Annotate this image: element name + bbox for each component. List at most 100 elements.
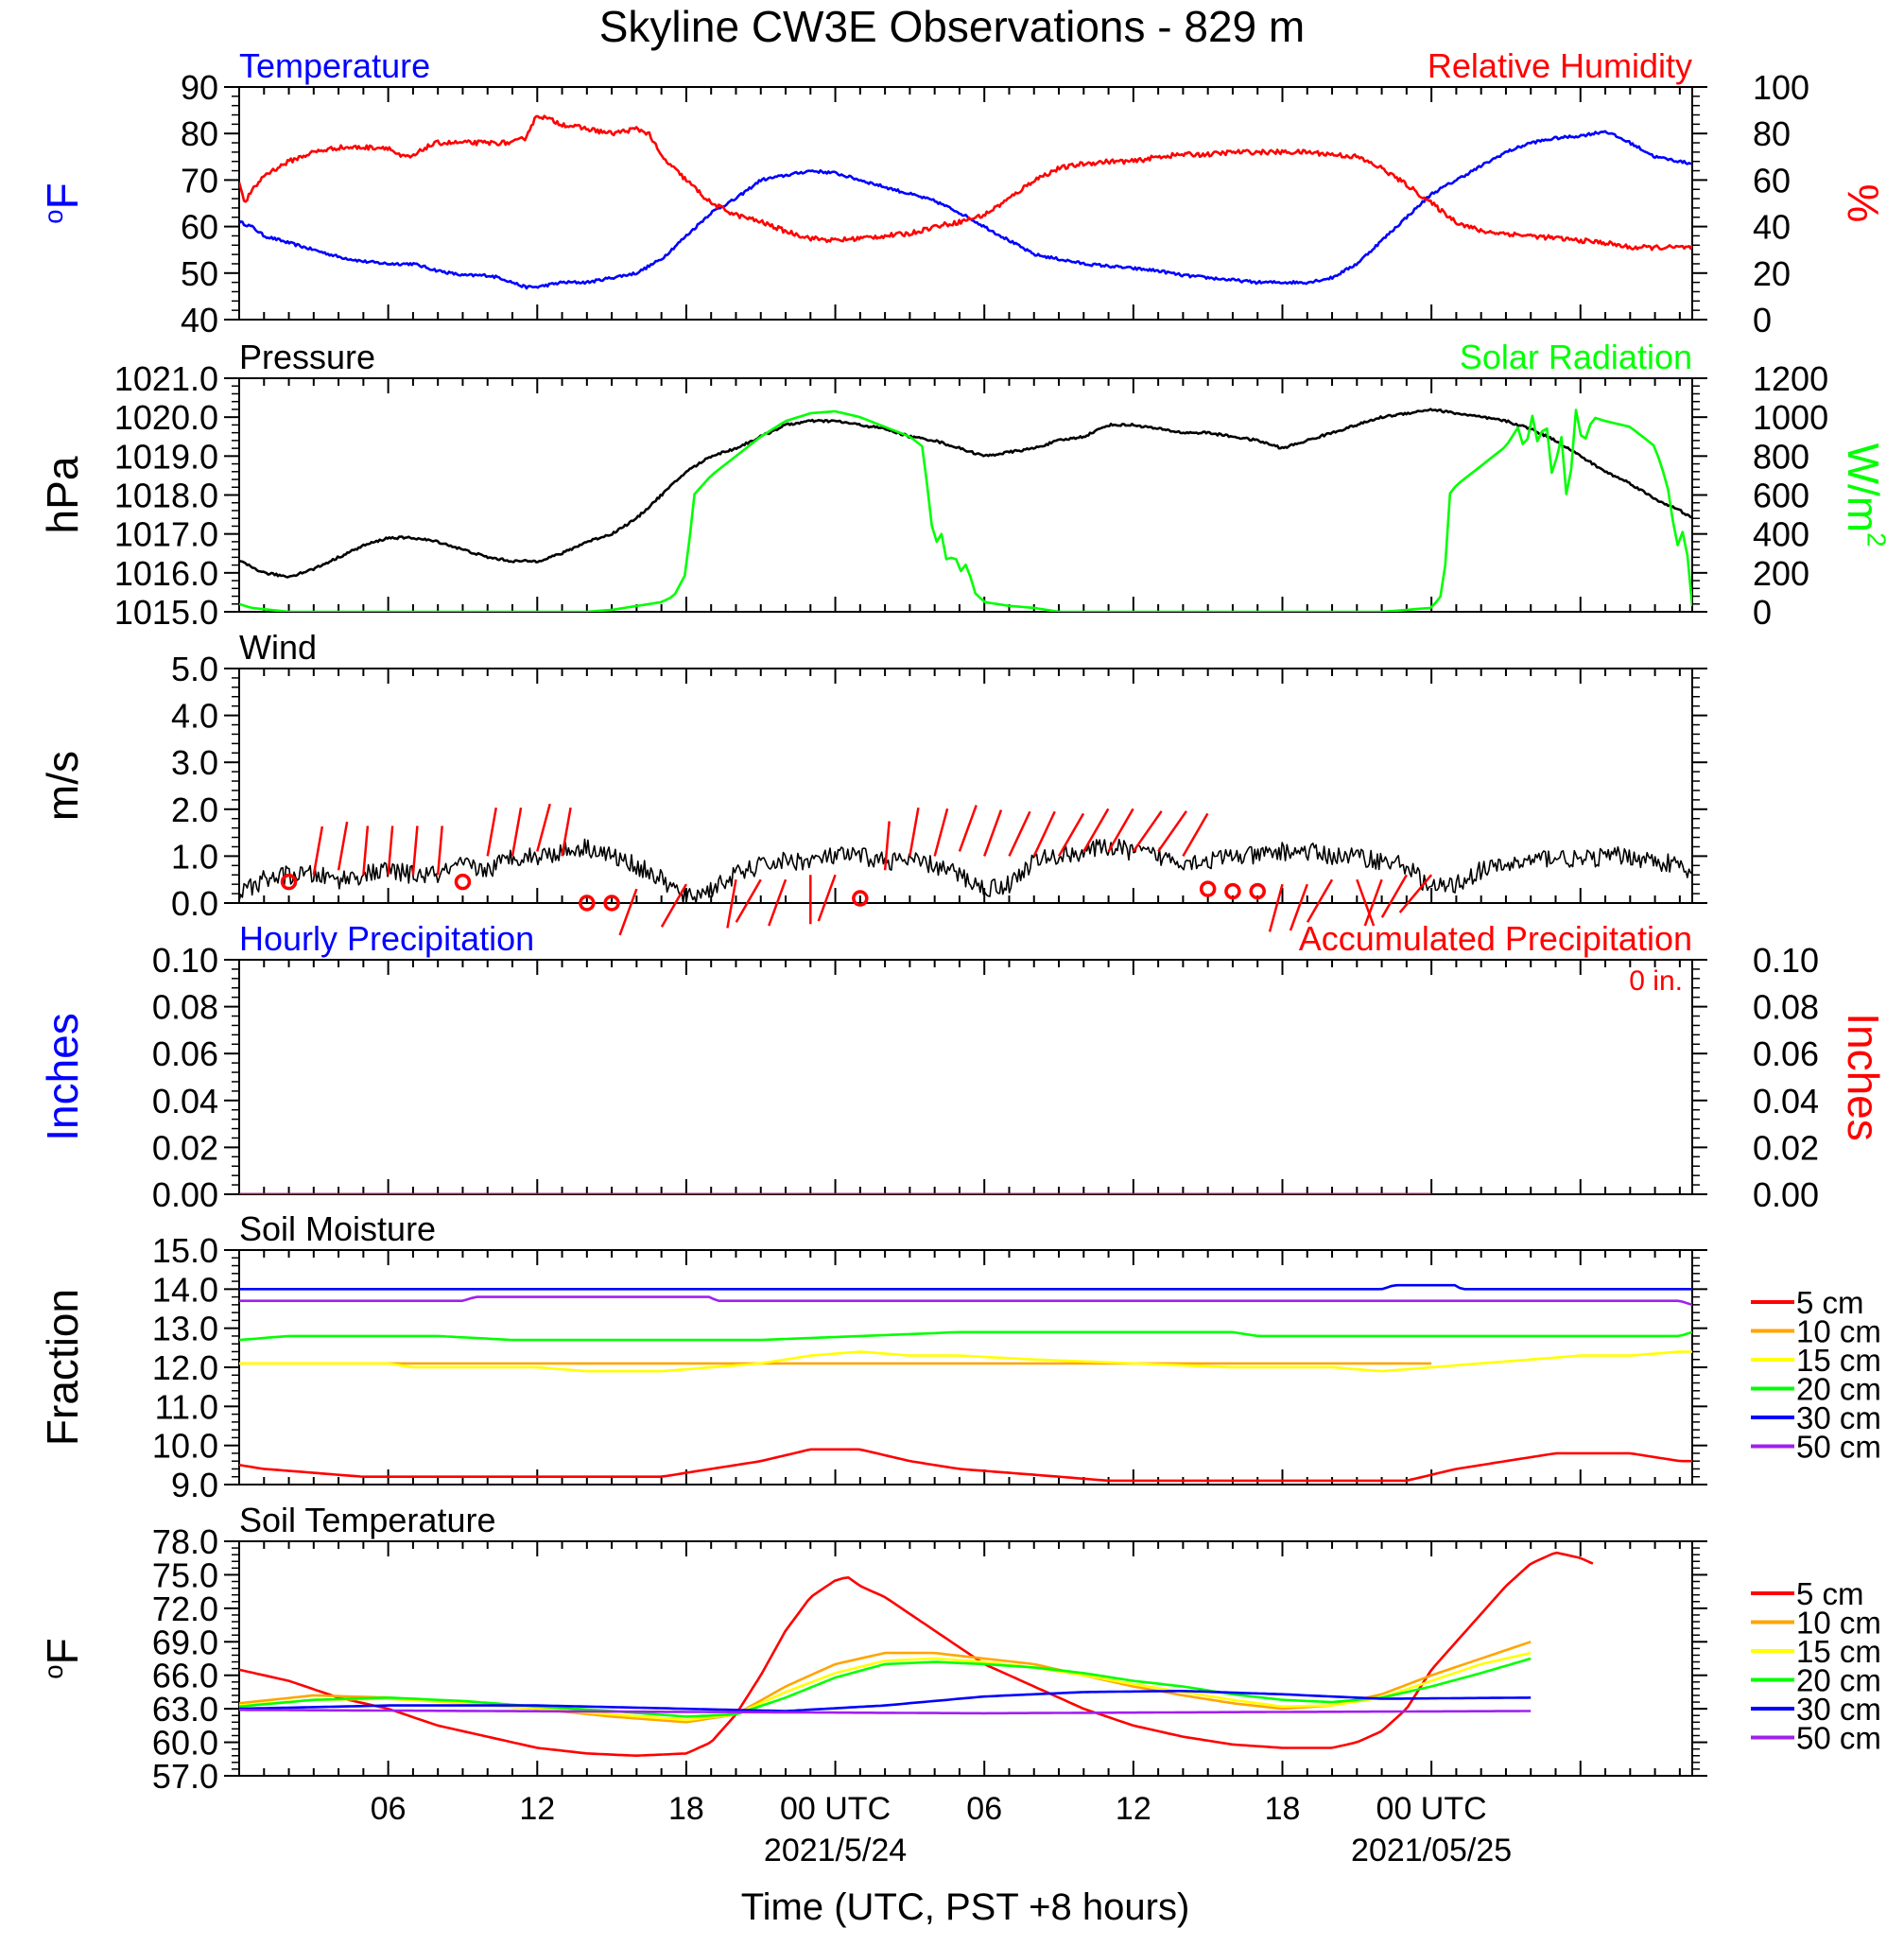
wind-barb	[362, 825, 370, 876]
y-tick-label-left: 1018.0	[114, 477, 218, 515]
panel-title-right: Accumulated Precipitation	[1299, 919, 1692, 958]
y-tick-label-left: 70	[181, 161, 218, 200]
x-date-label: 2021/05/25	[1351, 1833, 1512, 1868]
y-axis-label-right: %	[1839, 184, 1888, 223]
y-tick-label-left: 1017.0	[114, 515, 218, 554]
series-line-5-cm	[239, 1448, 1692, 1483]
legend-label: 20 cm	[1796, 1372, 1881, 1407]
x-tick-label: 18	[668, 1791, 704, 1827]
wind-barb	[1132, 810, 1163, 853]
y-tick-label-left: 69.0	[152, 1623, 218, 1661]
accumulated-total-label: 0 in.	[1629, 965, 1683, 997]
y-tick-label-left: 0.06	[152, 1034, 218, 1073]
y-tick-label-left: 1.0	[171, 837, 218, 876]
wind-barb	[1057, 812, 1085, 858]
series-line-left-0	[239, 408, 1692, 579]
y-tick-label-left: 0.0	[171, 884, 218, 923]
y-tick-label-right: 1000	[1753, 398, 1828, 437]
wind-calm-marker	[280, 873, 298, 891]
y-tick-label-right: 800	[1753, 437, 1809, 476]
series-line-15-cm	[239, 1651, 1532, 1722]
legend-label: 10 cm	[1796, 1606, 1881, 1641]
y-tick-label-right: 80	[1753, 114, 1791, 153]
x-axis-label: Time (UTC, PST +8 hours)	[741, 1886, 1190, 1928]
y-tick-label-right: 400	[1753, 515, 1809, 554]
panel-title-left: Pressure	[239, 338, 375, 376]
wind-calm-marker	[1199, 880, 1217, 897]
legend-label: 15 cm	[1796, 1343, 1881, 1378]
panel-pressure_solar: 1021.01020.01019.01018.01017.01016.01015…	[38, 338, 1892, 632]
wind-barb	[660, 883, 688, 928]
wind-calm-marker	[852, 890, 869, 907]
panel-title-left: Hourly Precipitation	[239, 919, 534, 958]
y-tick-label-right: 0.04	[1753, 1082, 1819, 1121]
wind-barb	[1157, 810, 1187, 853]
y-tick-label-left: 11.0	[155, 1387, 218, 1426]
wind-barb	[511, 807, 523, 857]
wind-barb	[726, 878, 737, 929]
legend-label: 15 cm	[1796, 1634, 1881, 1669]
y-tick-label-right: 1200	[1753, 359, 1828, 398]
y-tick-label-left: 0.10	[152, 941, 218, 980]
panel-temperature_humidity: 90 80 70 60 50 40 100 80 60 40 20 0 Temperature Relat…	[38, 46, 1888, 339]
y-axis-label-left: Inches	[38, 1013, 87, 1141]
legend-label: 30 cm	[1796, 1400, 1881, 1435]
y-tick-label-left: 78.0	[152, 1522, 218, 1561]
wind-barb	[436, 825, 443, 876]
series-line-50-cm	[239, 1295, 1692, 1307]
wind-calm-marker	[579, 895, 596, 912]
y-tick-label-right: 0	[1753, 301, 1772, 339]
panel-title-left: Soil Temperature	[239, 1501, 495, 1539]
y-tick-label-left: 40	[181, 301, 218, 339]
series-line-left-0	[239, 838, 1692, 903]
panel-title-right: Solar Radiation	[1460, 338, 1692, 376]
series-line-left-0	[239, 130, 1692, 290]
series-line-30-cm	[239, 1283, 1692, 1291]
wind-barb	[1398, 874, 1433, 913]
wind-calm-marker	[454, 873, 472, 891]
wind-barb	[933, 808, 949, 857]
wind-barb	[1289, 883, 1308, 931]
y-tick-label-right: 0.10	[1753, 941, 1819, 980]
panel-precipitation: 0.10 0.08 0.06 0.04 0.02 0.00 0.10 0.08 0.06 0.04…	[38, 919, 1888, 1214]
y-tick-label-right: 600	[1753, 477, 1809, 515]
wind-barb	[1380, 874, 1408, 918]
y-tick-label-right: 0.00	[1753, 1175, 1819, 1214]
y-tick-label-left: 14.0	[152, 1270, 218, 1309]
plot-frame	[238, 86, 1693, 321]
legend-label: 50 cm	[1796, 1721, 1881, 1756]
series-line-5-cm	[239, 1551, 1594, 1757]
wind-barb	[1082, 808, 1110, 853]
y-tick-label-left: 10.0	[152, 1427, 218, 1466]
plot-frame	[238, 1540, 1693, 1777]
x-tick-label: 00 UTC	[1376, 1791, 1487, 1827]
wind-barb	[1032, 810, 1056, 857]
panel-soil_moisture: 15.014.013.012.011.010.09.0 Soil Moisture…	[38, 1209, 1881, 1504]
y-tick-label-left: 2.0	[171, 791, 218, 829]
wind-barb	[561, 807, 572, 857]
series-line-50-cm	[239, 1709, 1532, 1715]
wind-barb	[1268, 883, 1284, 932]
y-tick-label-right: 100	[1753, 68, 1809, 107]
y-tick-label-left: 60	[181, 208, 218, 247]
y-tick-label-left: 1020.0	[114, 398, 218, 437]
wind-barb	[1107, 808, 1134, 853]
x-tick-label: 00 UTC	[780, 1791, 891, 1827]
series-line-15-cm	[239, 1350, 1692, 1373]
figure-title: Skyline CW3E Observations - 829 m	[599, 2, 1306, 51]
wind-barb	[1008, 810, 1031, 857]
y-tick-label-left: 66.0	[152, 1657, 218, 1695]
y-tick-label-right: 40	[1753, 208, 1791, 247]
wind-calm-marker	[603, 895, 620, 912]
y-tick-label-left: 50	[181, 254, 218, 293]
y-axis-label-left: Fraction	[38, 1289, 87, 1446]
panel-title-left: Soil Moisture	[239, 1209, 436, 1248]
legend-label: 50 cm	[1796, 1430, 1881, 1465]
series-line-30-cm	[239, 1690, 1532, 1712]
legend-label: 10 cm	[1796, 1314, 1881, 1349]
y-tick-label-left: 13.0	[152, 1310, 218, 1348]
legend-label: 20 cm	[1796, 1663, 1881, 1698]
y-tick-label-left: 60.0	[152, 1724, 218, 1763]
y-tick-label-left: 0.04	[152, 1082, 218, 1121]
